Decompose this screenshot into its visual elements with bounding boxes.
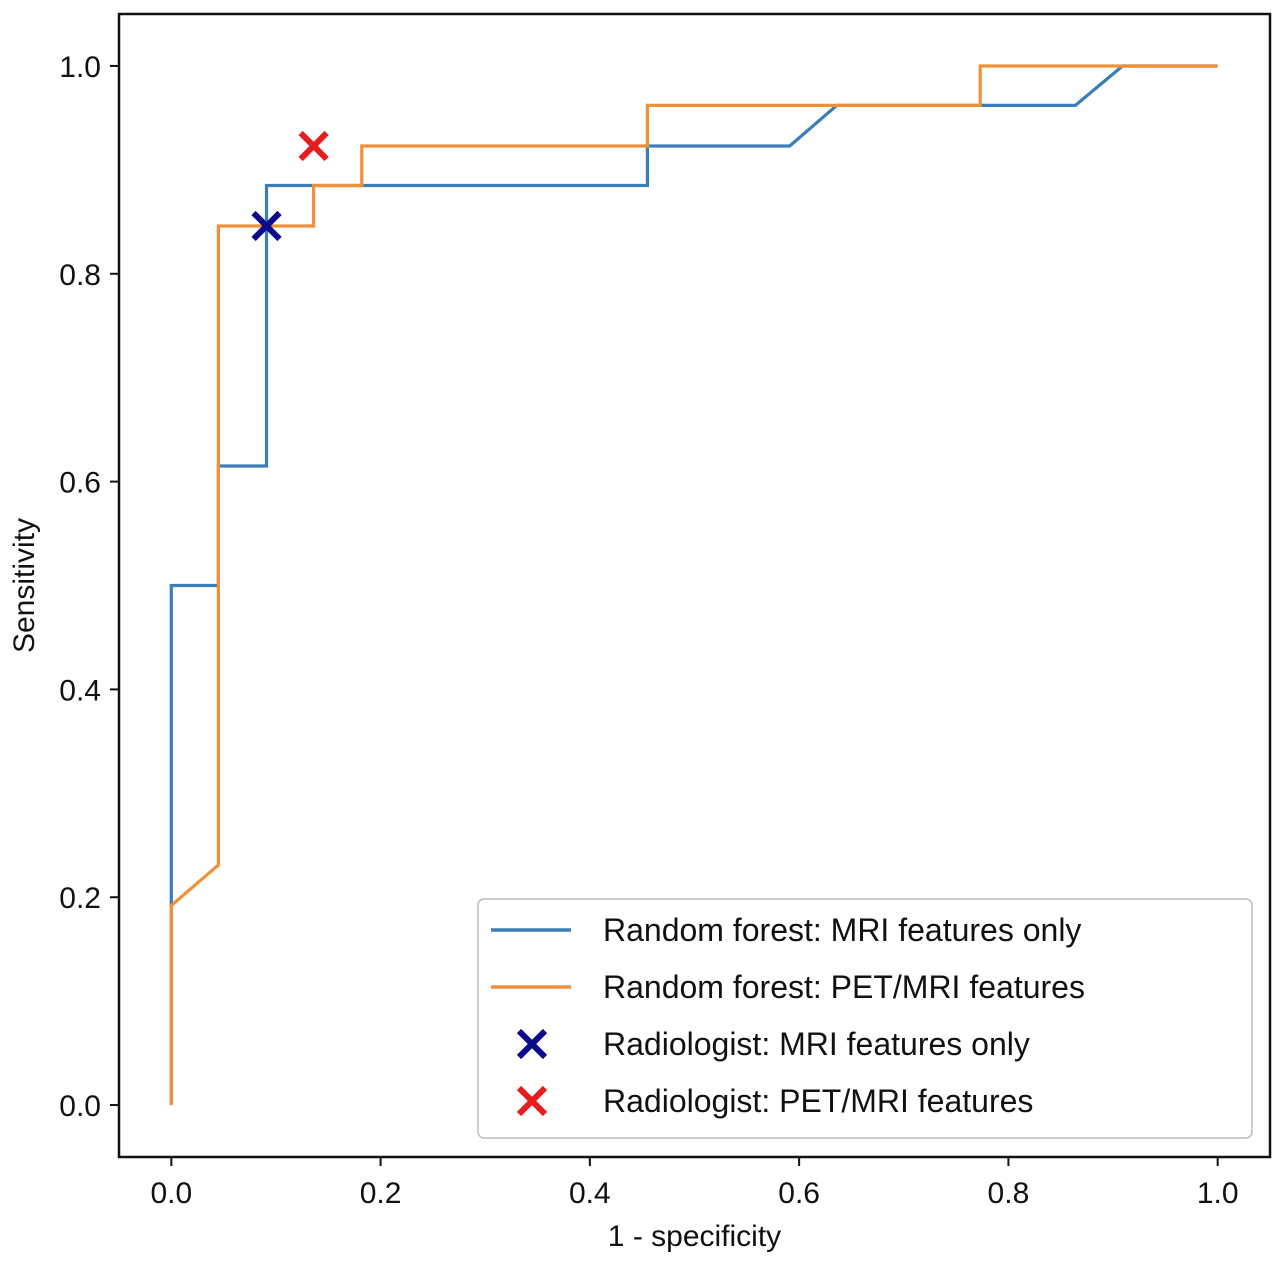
x-tick-label: 0.8 [988,1177,1030,1210]
legend-marker [516,1028,548,1060]
plot-frame [117,12,1272,1159]
legend-label: Radiologist: PET/MRI features [603,1083,1033,1119]
y-tick-label: 0.0 [59,1090,101,1123]
series-marker-3 [298,130,329,162]
y-tick-label: 0.8 [59,259,101,292]
y-axis-ticks: 0.0 0.2 0.4 0.6 0.8 1.0 [59,51,119,1123]
series-marker-2 [251,210,282,242]
legend-label: Radiologist: MRI features only [603,1026,1030,1062]
x-tick-label: 0.0 [150,1177,192,1210]
x-tick-label: 0.4 [569,1177,611,1210]
legend-label: Random forest: MRI features only [603,912,1081,948]
legend-item: Radiologist: MRI features only [516,1026,1030,1062]
y-tick-label: 0.2 [59,882,101,915]
legend-item: Radiologist: PET/MRI features [516,1083,1033,1119]
x-tick-label: 0.2 [360,1177,402,1210]
legend-item: Random forest: PET/MRI features [491,969,1085,1005]
x-tick-label: 0.6 [778,1177,820,1210]
legend-marker [516,1085,548,1117]
series-line-1 [169,64,1218,1105]
x-tick-label: 1.0 [1197,1177,1239,1210]
x-axis-label: 1 - specificity [608,1220,781,1253]
x-axis-ticks: 0.0 0.2 0.4 0.6 0.8 1.0 [150,1157,1239,1210]
y-tick-label: 1.0 [59,51,101,84]
series-line-0 [169,64,1218,1105]
y-tick-label: 0.4 [59,674,101,707]
legend-box [477,898,1253,1139]
legend-label: Random forest: PET/MRI features [603,969,1085,1005]
legend-item: Random forest: MRI features only [491,912,1081,948]
y-tick-label: 0.6 [59,467,101,500]
y-axis-label: Sensitivity [8,518,41,653]
legend: Random forest: MRI features only Random f… [477,898,1253,1139]
plot-series [169,64,1218,1105]
